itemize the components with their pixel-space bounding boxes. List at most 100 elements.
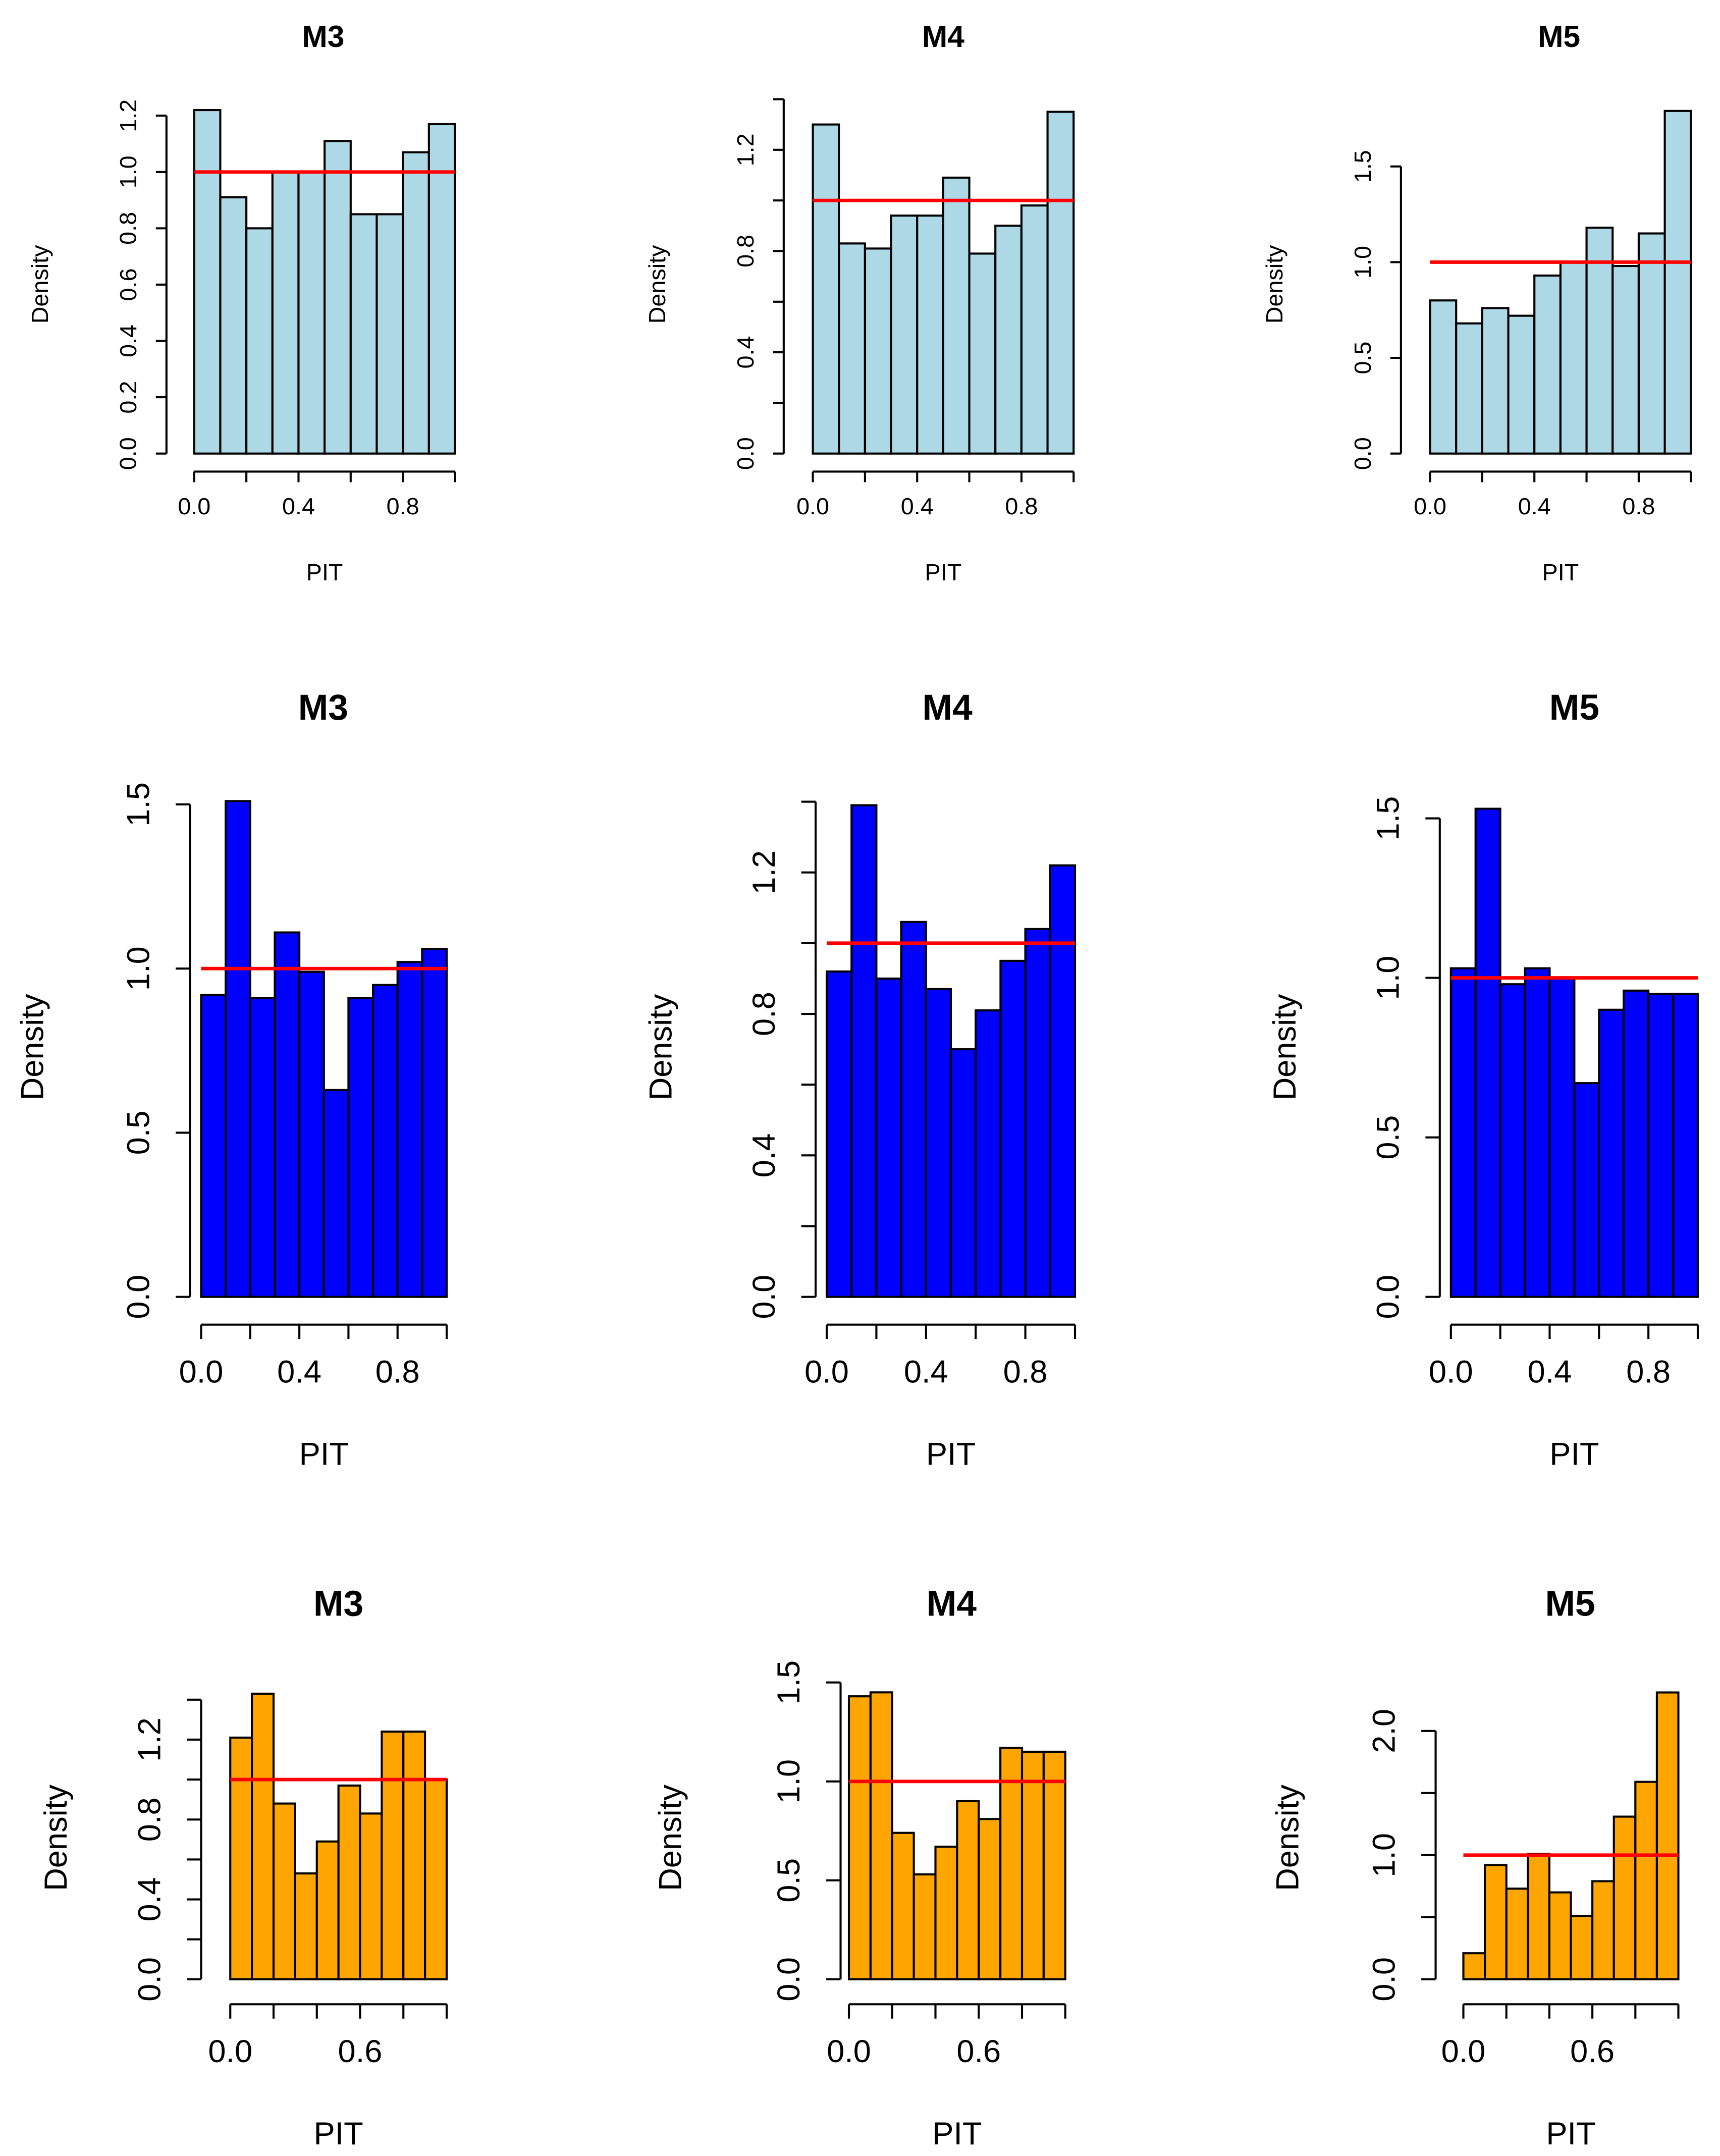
bar bbox=[200, 994, 227, 1298]
bar bbox=[421, 948, 448, 1298]
bar bbox=[1049, 864, 1077, 1298]
x-tick-label: 0.4 bbox=[901, 493, 934, 519]
bar bbox=[271, 171, 300, 455]
bar bbox=[1474, 807, 1501, 1298]
bar bbox=[864, 247, 892, 455]
bar bbox=[359, 1812, 383, 1980]
bar bbox=[999, 959, 1027, 1298]
y-tick-label: 0.6 bbox=[115, 268, 141, 301]
bar bbox=[1505, 1888, 1529, 1980]
y-tick-label: 0.4 bbox=[732, 336, 759, 369]
x-tick-label: 0.6 bbox=[338, 2034, 383, 2069]
bar bbox=[1611, 264, 1640, 455]
bar bbox=[1042, 1750, 1066, 1980]
y-tick-label: 0.8 bbox=[132, 1797, 167, 1842]
y-tick-label: 1.5 bbox=[771, 1660, 807, 1705]
x-tick-label: 0.4 bbox=[1528, 1354, 1572, 1389]
x-axis-label: PIT bbox=[926, 1436, 976, 1472]
y-tick-label: 1.0 bbox=[1371, 956, 1406, 1000]
x-tick-label: 0.4 bbox=[282, 493, 315, 519]
bar bbox=[850, 804, 878, 1298]
bar bbox=[838, 242, 866, 455]
y-tick-label: 0.8 bbox=[115, 212, 141, 245]
y-tick-label: 0.0 bbox=[1366, 1957, 1402, 2002]
y-tick-label: 1.2 bbox=[746, 850, 782, 895]
bar bbox=[1672, 993, 1699, 1298]
x-tick-label: 0.8 bbox=[1622, 493, 1655, 519]
x-tick-label: 0.0 bbox=[1414, 493, 1446, 519]
bar bbox=[251, 1692, 275, 1980]
bar bbox=[1573, 1082, 1600, 1298]
bar bbox=[193, 109, 222, 455]
y-tick-label: 1.0 bbox=[115, 155, 141, 188]
x-tick-label: 0.0 bbox=[179, 1354, 224, 1389]
bar bbox=[219, 196, 248, 455]
y-tick-label: 0.4 bbox=[746, 1133, 782, 1177]
bar bbox=[968, 252, 997, 455]
bar bbox=[1591, 1880, 1615, 1980]
x-axis-label: PIT bbox=[932, 2116, 982, 2151]
panel-title: M5 bbox=[1538, 19, 1580, 53]
bar bbox=[1655, 1691, 1680, 1980]
bar bbox=[869, 1691, 893, 1980]
y-axis-label: Density bbox=[643, 994, 678, 1100]
bar bbox=[1663, 110, 1692, 455]
y-tick-label: 1.0 bbox=[771, 1759, 807, 1804]
x-tick-label: 0.0 bbox=[208, 2034, 252, 2069]
x-tick-label: 0.4 bbox=[1518, 493, 1551, 519]
y-axis-label: Density bbox=[38, 1785, 74, 1891]
x-tick-label: 0.0 bbox=[804, 1354, 849, 1389]
bar bbox=[1623, 989, 1650, 1298]
bar bbox=[912, 1873, 937, 1980]
panel-title: M5 bbox=[1545, 1583, 1595, 1624]
y-tick-label: 0.0 bbox=[732, 437, 759, 470]
y-tick-label: 0.0 bbox=[746, 1275, 782, 1319]
x-tick-label: 0.0 bbox=[178, 493, 210, 519]
y-axis-label: Density bbox=[1270, 1785, 1306, 1891]
x-tick-label: 0.6 bbox=[1570, 2034, 1615, 2069]
panel-title: M3 bbox=[298, 687, 348, 728]
bar bbox=[297, 171, 326, 455]
x-axis-label: PIT bbox=[306, 559, 343, 585]
y-tick-label: 1.2 bbox=[732, 133, 759, 166]
x-tick-label: 0.4 bbox=[904, 1354, 948, 1389]
bar bbox=[298, 971, 325, 1298]
x-axis-label: PIT bbox=[1546, 2116, 1595, 2151]
bar bbox=[949, 1048, 977, 1298]
x-axis-label: PIT bbox=[1549, 1436, 1599, 1472]
x-axis-label: PIT bbox=[313, 2116, 363, 2151]
bar bbox=[1533, 274, 1562, 455]
panel-title: M3 bbox=[313, 1583, 363, 1624]
bar bbox=[1481, 307, 1510, 455]
bar bbox=[1046, 111, 1075, 455]
panel-title: M5 bbox=[1549, 687, 1599, 728]
bar bbox=[847, 1695, 872, 1980]
bar bbox=[975, 1009, 1002, 1298]
bar bbox=[1507, 314, 1536, 455]
bar bbox=[294, 1872, 318, 1980]
bar bbox=[396, 961, 423, 1298]
y-tick-label: 0.5 bbox=[1350, 342, 1376, 374]
bar bbox=[245, 227, 274, 455]
bar bbox=[1570, 1915, 1594, 1980]
y-tick-label: 0.0 bbox=[771, 1957, 807, 2002]
bar bbox=[1647, 993, 1675, 1298]
x-tick-label: 0.0 bbox=[1441, 2034, 1486, 2069]
bar bbox=[1020, 1750, 1045, 1980]
bar bbox=[1548, 977, 1576, 1298]
y-tick-label: 0.5 bbox=[121, 1110, 156, 1155]
bar bbox=[900, 921, 927, 1298]
bar bbox=[875, 977, 902, 1298]
y-tick-label: 1.0 bbox=[1350, 246, 1376, 279]
bar bbox=[274, 931, 301, 1298]
y-tick-label: 1.5 bbox=[121, 782, 156, 827]
bar bbox=[1429, 299, 1458, 455]
y-axis-label: Density bbox=[27, 245, 53, 324]
y-tick-label: 1.5 bbox=[1371, 796, 1406, 841]
y-axis-label: Density bbox=[644, 245, 670, 324]
y-tick-label: 1.5 bbox=[1350, 150, 1376, 183]
x-tick-label: 0.0 bbox=[827, 2034, 871, 2069]
bar bbox=[956, 1800, 980, 1980]
